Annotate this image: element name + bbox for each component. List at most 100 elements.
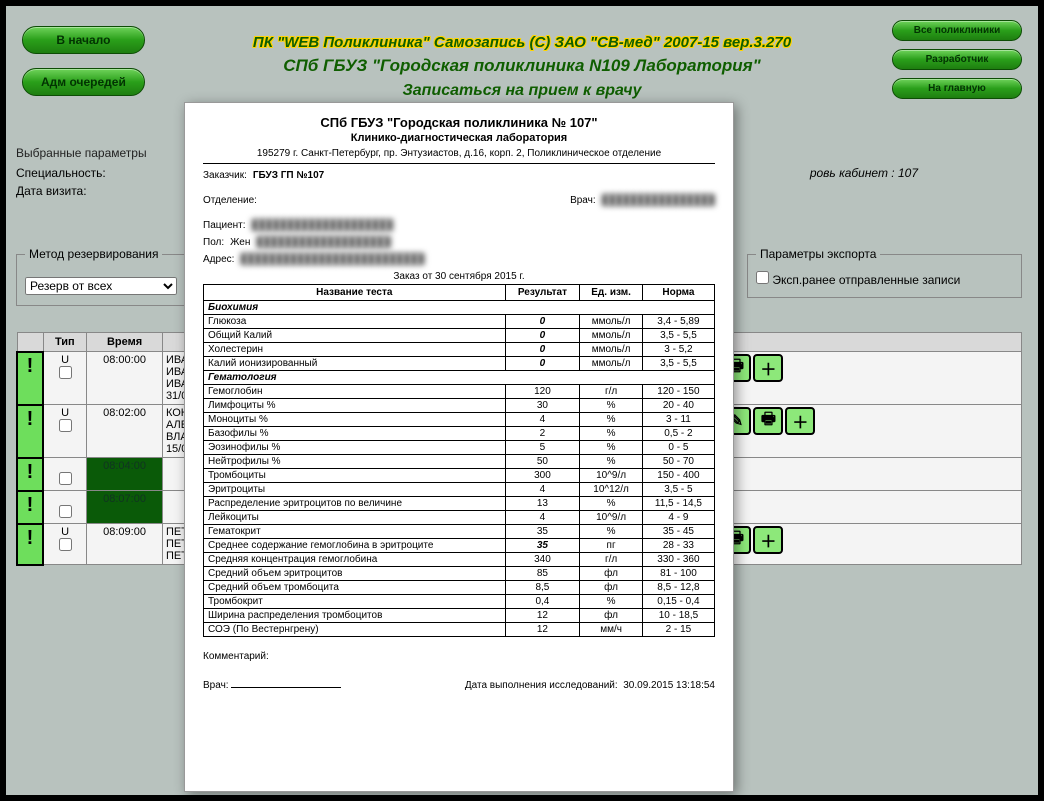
test-name: Базофилы % (204, 427, 506, 441)
lab-report-overlay: СПб ГБУЗ "Городская поликлиника № 107" К… (184, 102, 734, 792)
test-norm: 120 - 150 (642, 385, 714, 399)
test-unit: % (580, 399, 643, 413)
test-name: Среднее содержание гемоглобина в эритроц… (204, 539, 506, 553)
section-title: Гематология (204, 371, 715, 385)
time-cell: 08:07:00 (87, 491, 163, 524)
type-cell (43, 491, 87, 524)
type-cell: U (43, 352, 87, 405)
test-unit: % (580, 441, 643, 455)
department-label: Отделение: (203, 195, 257, 206)
test-name: Тромбоциты (204, 469, 506, 483)
test-result: 30 (505, 399, 580, 413)
test-result: 5 (505, 441, 580, 455)
app-title-2: СПб ГБУЗ "Городская поликлиника N109 Лаб… (6, 56, 1038, 76)
test-result: 0 (505, 343, 580, 357)
test-norm: 3 - 11 (642, 413, 714, 427)
test-unit: ммоль/л (580, 343, 643, 357)
test-result: 35 (505, 539, 580, 553)
test-unit: мм/ч (580, 623, 643, 637)
test-unit: г/л (580, 385, 643, 399)
test-name: Холестерин (204, 343, 506, 357)
doctor-name-redacted: ████████████████ (602, 195, 715, 206)
add-icon[interactable]: ＋ (785, 407, 815, 435)
report-table: Название тестаРезультатЕд. изм.НормаБиох… (203, 284, 715, 637)
test-unit: % (580, 413, 643, 427)
test-result: 0,4 (505, 595, 580, 609)
export-legend: Параметры экспорта (756, 247, 880, 261)
test-unit: фл (580, 567, 643, 581)
test-name: Эозинофилы % (204, 441, 506, 455)
test-norm: 20 - 40 (642, 399, 714, 413)
test-norm: 3 - 5,2 (642, 343, 714, 357)
test-norm: 50 - 70 (642, 455, 714, 469)
visit-date-label: Дата визита: (16, 184, 87, 198)
row-checkbox[interactable] (59, 538, 72, 551)
test-name: Общий Калий (204, 329, 506, 343)
test-name: Лимфоциты % (204, 399, 506, 413)
customer-label: Заказчик: (203, 170, 247, 181)
export-fieldset: Параметры экспорта Эксп.ранее отправленн… (747, 254, 1022, 298)
doctor-label: Врач: (570, 195, 596, 206)
test-unit: % (580, 497, 643, 511)
time-cell: 08:02:00 (87, 405, 163, 458)
method-select[interactable]: Резерв от всех (25, 277, 177, 295)
test-norm: 0,15 - 0,4 (642, 595, 714, 609)
signature-line (231, 687, 341, 688)
test-norm: 35 - 45 (642, 525, 714, 539)
test-name: Средний объем эритроцитов (204, 567, 506, 581)
test-unit: % (580, 525, 643, 539)
test-name: Гемоглобин (204, 385, 506, 399)
row-alert-icon[interactable]: ! (17, 458, 43, 491)
row-alert-icon[interactable]: ! (17, 405, 43, 458)
test-unit: % (580, 595, 643, 609)
row-alert-icon[interactable]: ! (17, 352, 43, 405)
test-result: 4 (505, 483, 580, 497)
time-cell: 08:00:00 (87, 352, 163, 405)
test-unit: ммоль/л (580, 357, 643, 371)
test-norm: 11,5 - 14,5 (642, 497, 714, 511)
row-checkbox[interactable] (59, 366, 72, 379)
row-checkbox[interactable] (59, 419, 72, 432)
test-norm: 3,5 - 5 (642, 483, 714, 497)
test-result: 120 (505, 385, 580, 399)
add-icon[interactable]: ＋ (753, 354, 783, 382)
exec-date-value: 30.09.2015 13:18:54 (623, 680, 715, 691)
app-title-1: ПК "WEB Поликлиника" Самозапись (С) ЗАО … (6, 34, 1038, 51)
test-result: 2 (505, 427, 580, 441)
test-norm: 330 - 360 (642, 553, 714, 567)
test-result: 0 (505, 315, 580, 329)
row-checkbox[interactable] (59, 505, 72, 518)
test-result: 12 (505, 609, 580, 623)
export-prev-checkbox[interactable] (756, 271, 769, 284)
test-unit: фл (580, 609, 643, 623)
test-norm: 150 - 400 (642, 469, 714, 483)
report-org: СПб ГБУЗ "Городская поликлиника № 107" (203, 115, 715, 130)
test-name: Тромбокрит (204, 595, 506, 609)
test-name: Калий ионизированный (204, 357, 506, 371)
test-result: 35 (505, 525, 580, 539)
add-icon[interactable]: ＋ (753, 526, 783, 554)
test-norm: 28 - 33 (642, 539, 714, 553)
patient-name-redacted: ████████████████████ (252, 220, 394, 231)
print-icon[interactable]: 🖶 (753, 407, 783, 435)
test-result: 13 (505, 497, 580, 511)
test-name: Ширина распределения тромбоцитов (204, 609, 506, 623)
row-checkbox[interactable] (59, 472, 72, 485)
test-result: 4 (505, 511, 580, 525)
test-result: 300 (505, 469, 580, 483)
test-unit: % (580, 455, 643, 469)
dob-redacted: ███████████████████ (256, 237, 391, 248)
comment-label: Комментарий: (203, 651, 269, 662)
test-unit: пг (580, 539, 643, 553)
test-result: 0 (505, 329, 580, 343)
row-alert-icon[interactable]: ! (17, 524, 43, 565)
grid-header: Время (87, 333, 163, 352)
time-cell: 08:09:00 (87, 524, 163, 565)
report-address: 195279 г. Санкт-Петербург, пр. Энтузиаст… (203, 148, 715, 164)
type-cell: U (43, 405, 87, 458)
exec-date-label: Дата выполнения исследований: (465, 680, 618, 691)
row-alert-icon[interactable]: ! (17, 491, 43, 524)
addr-redacted: ██████████████████████████ (240, 254, 424, 265)
sex-value: Жен (230, 237, 250, 248)
test-unit: ммоль/л (580, 315, 643, 329)
